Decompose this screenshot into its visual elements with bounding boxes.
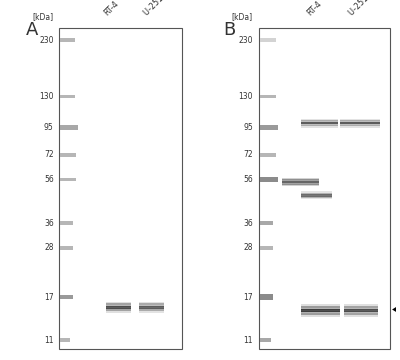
Bar bbox=[260, 177, 278, 182]
Text: U-251 MG: U-251 MG bbox=[347, 0, 382, 18]
Text: RT-4: RT-4 bbox=[102, 0, 120, 18]
Bar bbox=[106, 308, 131, 311]
Text: 95: 95 bbox=[44, 123, 54, 132]
Bar bbox=[301, 118, 338, 121]
Bar bbox=[282, 184, 319, 186]
Bar bbox=[60, 95, 75, 98]
Bar bbox=[301, 120, 338, 123]
Bar bbox=[260, 153, 276, 157]
Text: 11: 11 bbox=[244, 336, 253, 345]
Bar bbox=[260, 338, 271, 342]
Bar bbox=[344, 309, 378, 312]
Bar bbox=[106, 302, 131, 305]
Bar bbox=[282, 181, 319, 183]
Bar bbox=[340, 125, 380, 127]
Bar bbox=[340, 123, 380, 126]
Bar bbox=[282, 184, 319, 186]
Bar bbox=[260, 125, 278, 130]
Text: 130: 130 bbox=[39, 92, 54, 101]
Bar bbox=[344, 313, 378, 317]
Bar bbox=[260, 246, 273, 250]
Text: A: A bbox=[26, 21, 38, 39]
Text: 230: 230 bbox=[238, 36, 253, 45]
Bar bbox=[259, 28, 390, 350]
Bar bbox=[282, 179, 319, 181]
Text: [kDa]: [kDa] bbox=[232, 12, 253, 21]
Text: 56: 56 bbox=[243, 175, 253, 184]
Bar bbox=[301, 122, 338, 124]
Bar bbox=[282, 178, 319, 180]
Bar bbox=[282, 179, 319, 181]
Bar bbox=[260, 294, 273, 300]
Bar bbox=[106, 303, 131, 307]
Text: 72: 72 bbox=[243, 150, 253, 159]
Bar bbox=[301, 197, 332, 199]
Text: 56: 56 bbox=[44, 175, 54, 184]
Bar bbox=[282, 178, 319, 180]
Text: 230: 230 bbox=[39, 36, 54, 45]
Bar bbox=[60, 125, 78, 130]
Bar bbox=[301, 194, 332, 197]
Bar bbox=[60, 38, 75, 42]
Bar bbox=[139, 308, 164, 311]
Bar bbox=[60, 295, 73, 300]
Text: 36: 36 bbox=[243, 219, 253, 228]
Text: U-251 MG: U-251 MG bbox=[142, 0, 176, 18]
Bar bbox=[301, 193, 332, 195]
Bar bbox=[344, 311, 378, 315]
Bar bbox=[106, 310, 131, 312]
Bar bbox=[340, 122, 380, 124]
Bar bbox=[301, 192, 332, 194]
Bar bbox=[60, 153, 76, 157]
Bar bbox=[301, 306, 340, 310]
Bar bbox=[139, 303, 164, 307]
Bar bbox=[60, 246, 73, 250]
Text: 17: 17 bbox=[44, 293, 54, 302]
Text: 72: 72 bbox=[44, 150, 54, 159]
Bar bbox=[139, 310, 164, 312]
Bar bbox=[301, 311, 340, 315]
Bar bbox=[60, 221, 73, 225]
Bar bbox=[340, 120, 380, 123]
Text: 17: 17 bbox=[243, 293, 253, 302]
Bar bbox=[282, 183, 319, 185]
Text: [kDa]: [kDa] bbox=[32, 12, 54, 21]
Bar bbox=[282, 181, 319, 183]
Text: 28: 28 bbox=[244, 243, 253, 252]
Text: B: B bbox=[223, 21, 236, 39]
Bar bbox=[301, 309, 340, 312]
Bar bbox=[139, 302, 164, 305]
Bar bbox=[344, 306, 378, 310]
Bar bbox=[260, 221, 273, 225]
Text: 36: 36 bbox=[44, 219, 54, 228]
Bar bbox=[59, 28, 182, 350]
Bar bbox=[301, 313, 340, 317]
Bar bbox=[106, 306, 131, 309]
Text: 95: 95 bbox=[243, 123, 253, 132]
Text: 28: 28 bbox=[44, 243, 54, 252]
Bar bbox=[282, 183, 319, 185]
Bar bbox=[301, 196, 332, 198]
Bar bbox=[301, 123, 338, 126]
Bar bbox=[60, 338, 70, 342]
Text: 130: 130 bbox=[238, 92, 253, 101]
Text: 11: 11 bbox=[44, 336, 54, 345]
Polygon shape bbox=[392, 297, 400, 321]
Bar bbox=[260, 38, 276, 42]
Text: RT-4: RT-4 bbox=[305, 0, 323, 18]
Bar bbox=[344, 304, 378, 308]
Bar bbox=[301, 304, 340, 308]
Bar bbox=[340, 118, 380, 121]
Bar bbox=[60, 177, 76, 181]
Bar bbox=[260, 95, 276, 98]
Bar bbox=[139, 306, 164, 309]
Bar bbox=[301, 125, 338, 127]
